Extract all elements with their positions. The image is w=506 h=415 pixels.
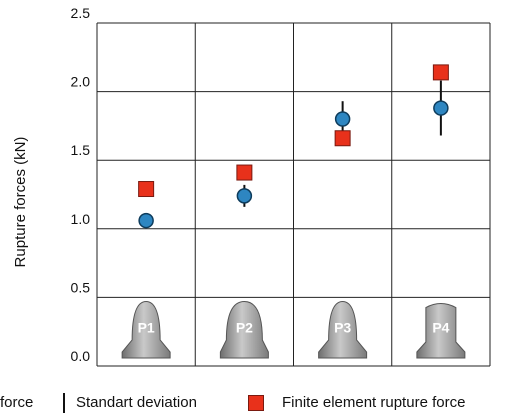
cap-body-p4 [416, 303, 466, 359]
data-points [138, 64, 449, 229]
force-circle-p1 [138, 212, 154, 229]
cap-body-p2 [219, 301, 269, 359]
grid [96, 22, 491, 367]
cap-p3: P3 [318, 301, 368, 359]
y-tick-label-5: 2.5 [71, 5, 91, 21]
force-circle-p4 [433, 100, 449, 116]
cap-body-p3 [318, 301, 368, 359]
cap-label-p1: P1 [138, 320, 155, 336]
legend-entry-std: Standart deviation [76, 394, 197, 411]
fe-square-p2 [236, 164, 253, 181]
force-circle-p3 [334, 111, 351, 127]
cap-p4: P4 [416, 303, 466, 359]
legend-std-line-icon [63, 393, 65, 413]
prototype-caps: P1 P2 P3 P4 [121, 301, 466, 359]
cap-label-p4: P4 [432, 320, 449, 336]
y-tick-label-4: 2.0 [71, 74, 91, 90]
fe-square-p4 [432, 64, 449, 81]
y-tick-label-2: 1.0 [71, 211, 91, 227]
fe-square-p3 [334, 130, 351, 147]
force-circle-p2 [236, 188, 253, 204]
cap-body-p1 [121, 301, 171, 359]
fe-square-p1 [138, 181, 155, 198]
cap-label-p3: P3 [334, 320, 351, 336]
y-tick-labels: 0.0 0.5 1.0 1.5 2.0 2.5 [71, 5, 91, 364]
y-tick-label-0: 0.0 [71, 348, 91, 364]
y-axis-label: Rupture forces (kN) [12, 137, 29, 268]
legend-entry-force: force [0, 394, 34, 411]
cap-p2: P2 [219, 301, 269, 359]
legend-square-icon [248, 395, 264, 411]
y-tick-label-1: 0.5 [71, 279, 91, 295]
y-tick-label-3: 1.5 [71, 142, 91, 158]
legend: force Standart deviation Finite element … [0, 392, 506, 414]
cap-label-p2: P2 [236, 320, 253, 336]
chart: 0.0 0.5 1.0 1.5 2.0 2.5 P1 P2 P3 P4 Rupture forc… [12, 5, 491, 367]
cap-p1: P1 [121, 301, 171, 359]
legend-entry-fe: Finite element rupture force [282, 394, 466, 411]
